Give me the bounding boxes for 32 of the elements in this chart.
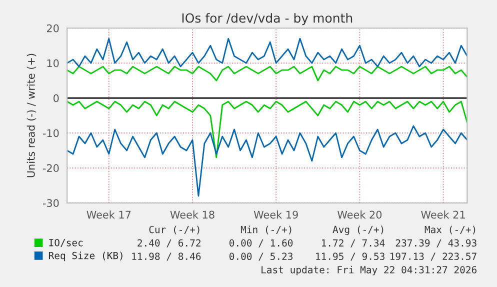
legend-label: IO/sec: [49, 238, 83, 248]
line-series: [67, 66, 468, 82]
text: Min (-/+): [240, 226, 292, 234]
text: 11.98 / 8.46: [132, 252, 201, 261]
x-tick-label: Week 21: [421, 210, 465, 219]
y-tick-label: -30: [42, 199, 59, 208]
text: Cur (-/+): [149, 226, 200, 234]
x-tick-label: Week 18: [170, 210, 214, 219]
y-tick-label: 10: [47, 59, 59, 68]
y-tick-label: 20: [46, 24, 59, 32]
text: Last update: Fri May 22 04:31:27 2026: [262, 266, 476, 276]
text: 2.40 / 6.72: [138, 239, 200, 248]
line-series: [67, 100, 468, 158]
line-series: [67, 125, 468, 197]
line-series: [67, 38, 468, 68]
text: 0.00 / 1.60: [229, 239, 293, 248]
chart-title: IOs for /dev/vda - by month: [182, 13, 352, 26]
text: 197.13 / 223.57: [390, 252, 476, 261]
text: 237.39 / 43.93: [396, 239, 476, 248]
text: Max (-/+): [424, 226, 476, 234]
legend-label: Req Size (KB): [48, 252, 122, 262]
x-tick-label: Week 19: [254, 210, 298, 219]
y-tick-label: -10: [42, 129, 59, 138]
text: 11.95 / 9.53: [316, 252, 384, 261]
text: 1.72 / 7.34: [322, 239, 385, 248]
x-tick-label: Week 20: [337, 210, 382, 219]
text: 0.00 / 5.23: [229, 252, 292, 261]
x-tick-label: Week 17: [86, 210, 131, 219]
y-tick-label: -20: [42, 164, 59, 172]
y-axis-title: Units read (-) / write (+): [26, 54, 36, 178]
text: Avg (-/+): [332, 226, 384, 236]
y-tick-label: 0: [54, 94, 59, 102]
